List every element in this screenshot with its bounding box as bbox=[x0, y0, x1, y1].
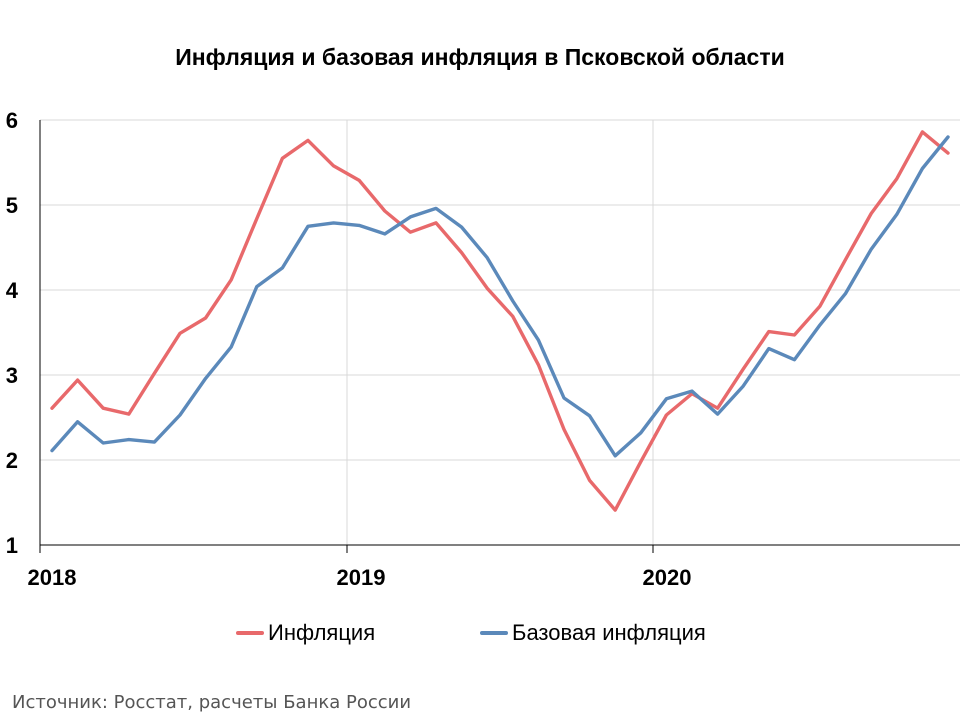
series-line-inflation bbox=[50, 130, 950, 512]
y-tick-labels: 1 2 3 4 5 6 bbox=[6, 108, 19, 558]
chart-title: Инфляция и базовая инфляция в Псковской … bbox=[175, 44, 785, 70]
x-tick-labels: 2018 2019 2020 bbox=[28, 565, 692, 590]
legend-label-core-inflation: Базовая инфляция bbox=[512, 620, 706, 645]
y-tick-label: 6 bbox=[6, 108, 18, 133]
legend-item-core-inflation: Базовая инфляция bbox=[480, 620, 706, 646]
y-tick-label: 5 bbox=[6, 193, 18, 218]
y-tick-label: 3 bbox=[6, 363, 18, 388]
y-tick-label: 1 bbox=[6, 533, 18, 558]
x-tick-label: 2018 bbox=[28, 565, 77, 590]
source-note: Источник: Росстат, расчеты Банка России bbox=[12, 692, 412, 713]
x-tick-label: 2020 bbox=[643, 565, 692, 590]
axes bbox=[39, 120, 960, 553]
legend: Инфляция Базовая инфляция bbox=[0, 620, 960, 650]
gridlines bbox=[40, 119, 960, 545]
x-tick-label: 2019 bbox=[337, 565, 386, 590]
y-tick-label: 4 bbox=[6, 278, 19, 303]
series-line-core-inflation bbox=[50, 135, 950, 458]
legend-item-inflation: Инфляция bbox=[236, 620, 375, 646]
series-lines bbox=[50, 130, 950, 512]
legend-swatch-core-inflation bbox=[480, 631, 508, 635]
legend-swatch-inflation bbox=[236, 631, 264, 635]
y-tick-label: 2 bbox=[6, 448, 18, 473]
legend-label-inflation: Инфляция bbox=[268, 620, 376, 645]
